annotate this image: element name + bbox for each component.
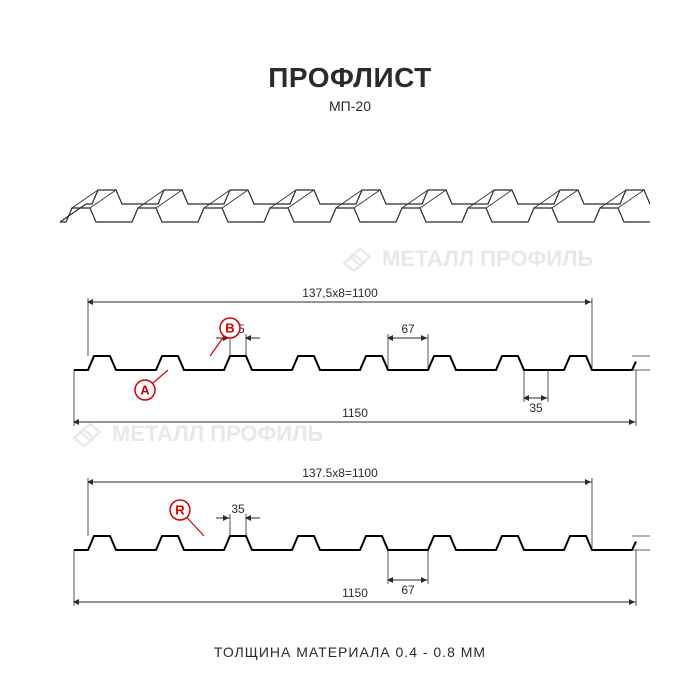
- watermark-text: МЕТАЛЛ ПРОФИЛЬ: [382, 246, 593, 272]
- isometric-view: [50, 160, 650, 240]
- page: МЕТАЛЛ ПРОФИЛЬ МЕТАЛЛ ПРОФИЛЬ ПРОФЛИСТ М…: [0, 0, 700, 700]
- section-1-svg: 137,5х8=1100356735181150AB: [50, 280, 650, 440]
- svg-text:67: 67: [401, 322, 415, 336]
- svg-text:67: 67: [401, 583, 415, 597]
- title-block: ПРОФЛИСТ МП-20: [0, 62, 700, 114]
- svg-text:35: 35: [231, 502, 245, 516]
- page-subtitle: МП-20: [0, 98, 700, 114]
- section-2-svg: 137.5х8=11003567181150R: [50, 460, 650, 620]
- svg-text:1150: 1150: [342, 586, 368, 600]
- svg-text:B: B: [225, 321, 234, 336]
- svg-text:A: A: [140, 383, 150, 398]
- section-2: 137.5х8=11003567181150R: [50, 460, 650, 620]
- svg-text:1150: 1150: [342, 406, 368, 420]
- svg-text:137.5х8=1100: 137.5х8=1100: [302, 466, 378, 480]
- section-1: 137,5х8=1100356735181150AB: [50, 280, 650, 440]
- watermark-1: МЕТАЛЛ ПРОФИЛЬ: [340, 245, 593, 273]
- page-title: ПРОФЛИСТ: [0, 62, 700, 94]
- isometric-svg: [50, 160, 650, 240]
- footer-text: ТОЛЩИНА МАТЕРИАЛА 0.4 - 0.8 ММ: [0, 644, 700, 660]
- watermark-icon: [340, 245, 374, 273]
- svg-text:35: 35: [529, 401, 543, 415]
- svg-text:137,5х8=1100: 137,5х8=1100: [302, 286, 378, 300]
- svg-text:R: R: [175, 503, 185, 518]
